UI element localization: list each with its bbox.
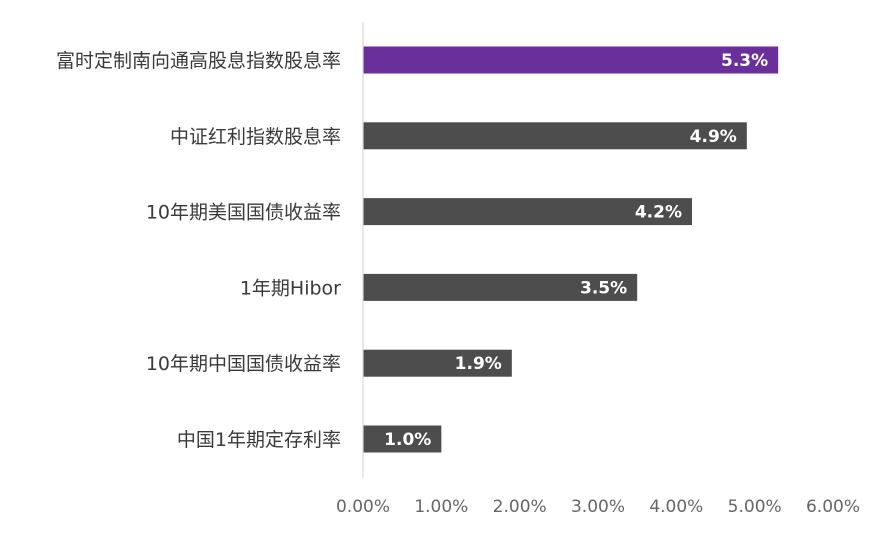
category-label: 富时定制南向通高股息指数股息率 [56, 50, 341, 72]
category-label: 中国1年期定存利率 [177, 429, 341, 451]
category-label: 10年期美国国债收益率 [146, 202, 341, 224]
bar-1 [363, 46, 779, 74]
bar-5 [363, 349, 512, 377]
x-tick-label: 5.00% [728, 497, 782, 517]
x-tick-label: 2.00% [493, 497, 547, 517]
bar-value-label: 1.0% [384, 430, 431, 450]
x-tick-label: 3.00% [571, 497, 625, 517]
bar-value-label: 1.9% [455, 354, 502, 374]
bar-4 [363, 273, 638, 301]
category-label: 1年期Hibor [240, 277, 341, 299]
x-tick-label: 6.00% [806, 497, 860, 517]
bar-3 [363, 198, 692, 226]
x-tick-label: 0.00% [336, 497, 390, 517]
category-label: 中证红利指数股息率 [170, 126, 341, 148]
x-tick-label: 1.00% [414, 497, 468, 517]
bar-6 [363, 425, 442, 453]
bar-value-label: 4.9% [690, 127, 737, 147]
x-axis-ticks-group: 0.00% 1.00% 2.00% 3.00% 4.00% 5.00% 6.00% [336, 497, 860, 517]
bar-value-label: 3.5% [580, 278, 627, 298]
bar-value-label: 4.2% [635, 203, 682, 223]
bar-2 [363, 122, 747, 150]
x-tick-label: 4.00% [649, 497, 703, 517]
bar-value-label: 5.3% [721, 51, 768, 71]
category-label: 10年期中国国债收益率 [146, 353, 341, 375]
bars-group: 5.3% 4.9% 4.2% 3.5% 1.9% 1.0% [363, 46, 779, 453]
